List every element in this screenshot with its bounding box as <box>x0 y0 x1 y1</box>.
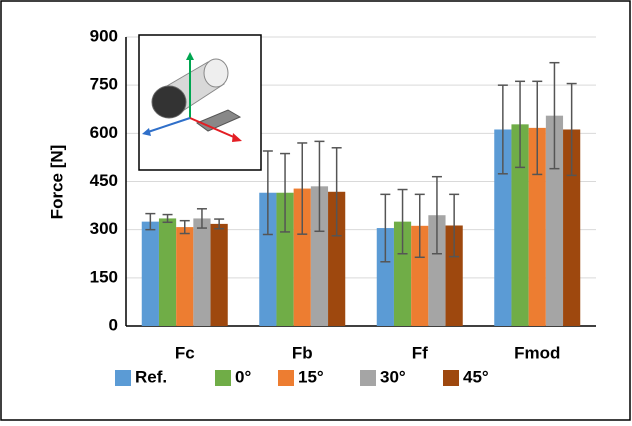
inset <box>139 35 261 170</box>
y-tick-label: 750 <box>90 75 118 94</box>
chart: Force [N] 0 150 300 450 600 750 900 Fc Fb Ff Fmod R… <box>0 0 632 421</box>
bar <box>142 222 159 326</box>
legend-label: 15° <box>298 367 324 386</box>
y-tick-label: 300 <box>90 219 118 238</box>
legend-swatch <box>443 370 459 386</box>
y-tick-label: 0 <box>109 315 118 334</box>
y-axis-label: Force [N] <box>47 145 66 220</box>
y-tick-label: 450 <box>90 171 118 190</box>
bar <box>176 227 193 326</box>
cylinder-face <box>204 59 228 87</box>
page: {"chart_data": {"type": "bar", "y_label"… <box>0 0 632 426</box>
y-tick-label: 600 <box>90 123 118 142</box>
bar <box>211 224 228 326</box>
legend-swatch <box>278 370 294 386</box>
legend-label: Ref. <box>135 367 167 386</box>
x-tick-label: Fb <box>292 343 313 362</box>
legend-swatch <box>115 370 131 386</box>
x-tick-label: Ff <box>412 343 428 362</box>
x-tick-label: Fmod <box>514 343 560 362</box>
legend-label: 0° <box>235 367 251 386</box>
y-tick-label: 150 <box>90 267 118 286</box>
bar <box>159 218 176 326</box>
cylinder-end <box>152 86 186 118</box>
legend-swatch <box>360 370 376 386</box>
x-tick-label: Fc <box>175 343 195 362</box>
legend-swatch <box>215 370 231 386</box>
legend-label: 45° <box>463 367 489 386</box>
bar <box>193 218 210 326</box>
legend-label: 30° <box>380 367 406 386</box>
y-tick-label: 900 <box>90 26 118 45</box>
